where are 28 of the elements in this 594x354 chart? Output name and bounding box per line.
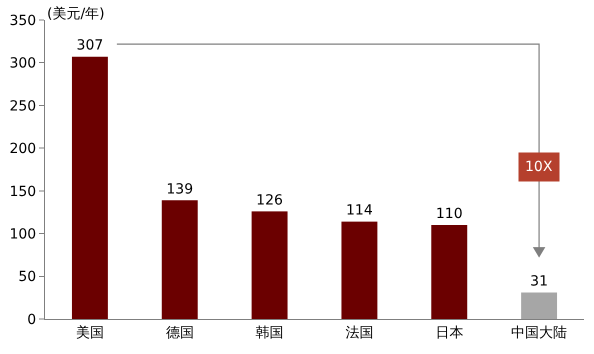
data-label: 114 [346,202,373,219]
bar [431,225,468,319]
x-tick-label: 法国 [345,324,374,341]
y-axis-title: (美元/年) [47,6,105,22]
y-tick-label: 250 [9,98,36,114]
x-tick-label: 美国 [76,324,104,341]
x-tick-label: 德国 [166,324,194,341]
y-tick-label: 150 [9,184,36,200]
x-tick-label: 韩国 [256,324,284,341]
annotation: 10X [525,159,553,175]
bar [252,211,288,319]
data-label: 307 [76,38,104,54]
y-tick-label: 350 [9,12,36,29]
x-tick-label: 日本 [435,324,464,341]
bar [72,56,108,319]
data-label: 31 [530,274,548,290]
bar [341,222,378,319]
bar [162,200,198,319]
y-tick-label: 0 [27,312,36,328]
y-tick-label: 200 [9,141,36,158]
y-tick-label: 100 [9,226,36,242]
x-tick-label: 中国大陆 [511,324,568,341]
data-label: 110 [436,206,463,222]
y-tick-label: 300 [9,56,36,72]
data-label: 139 [166,181,194,198]
bar [521,292,558,319]
data-label: 126 [256,192,283,208]
y-tick-label: 50 [18,269,36,286]
